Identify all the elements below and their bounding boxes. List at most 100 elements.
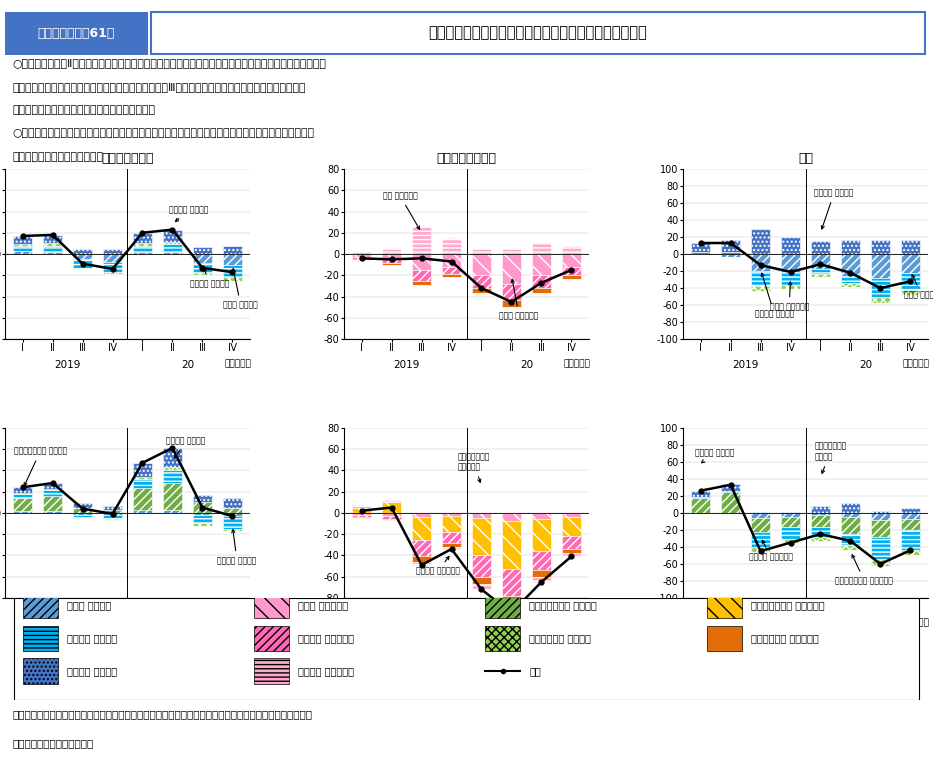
Bar: [562, 275, 581, 278]
Bar: [411, 557, 431, 561]
Bar: [472, 288, 491, 294]
Bar: [162, 242, 182, 245]
Bar: [103, 254, 122, 262]
Bar: [532, 254, 551, 275]
Bar: [192, 273, 212, 275]
Text: 未婚の子 正規雇用: 未婚の子 正規雇用: [190, 268, 230, 288]
Bar: [103, 515, 122, 519]
Bar: [13, 245, 33, 251]
Bar: [411, 517, 431, 541]
Bar: [223, 278, 242, 281]
Bar: [162, 509, 182, 513]
Text: 単身世帯 正規雇用: 単身世帯 正規雇用: [166, 436, 206, 459]
Bar: [841, 254, 860, 276]
Text: 未婚の子 正規雇用: 未婚の子 正規雇用: [695, 449, 734, 463]
Bar: [13, 487, 33, 492]
Bar: [900, 240, 920, 254]
Bar: [132, 232, 152, 243]
Bar: [691, 243, 710, 252]
Bar: [562, 245, 581, 254]
Bar: [73, 503, 92, 508]
Bar: [73, 268, 92, 269]
Text: 総数 非正規雇用: 総数 非正規雇用: [383, 191, 420, 229]
Text: 世帯主 正規雇用: 世帯主 正規雇用: [67, 601, 112, 611]
Bar: [411, 254, 431, 270]
Bar: [721, 513, 741, 514]
Bar: [132, 463, 152, 476]
Bar: [870, 254, 890, 278]
Text: 第１－（５）－61図: 第１－（５）－61図: [37, 27, 115, 40]
Bar: [870, 297, 890, 303]
Bar: [352, 254, 371, 257]
Bar: [472, 584, 491, 590]
Bar: [721, 252, 741, 254]
Text: 世帯主 非正規雇用: 世帯主 非正規雇用: [299, 601, 349, 611]
Bar: [721, 254, 741, 257]
Bar: [472, 513, 491, 518]
Text: 2019: 2019: [54, 360, 81, 370]
Text: 20: 20: [181, 618, 194, 628]
Bar: [13, 494, 33, 498]
Bar: [781, 517, 801, 527]
Bar: [870, 559, 890, 565]
Bar: [781, 513, 801, 517]
Text: 「未婚の子」、男性の「世帯主」で減少した。: 「未婚の子」、男性の「世帯主」で減少した。: [12, 105, 155, 115]
Bar: [13, 236, 33, 245]
Bar: [781, 270, 801, 285]
Bar: [706, 626, 742, 651]
Bar: [532, 513, 551, 519]
Bar: [73, 254, 92, 259]
Bar: [73, 508, 92, 513]
Bar: [382, 519, 401, 520]
Bar: [502, 596, 522, 605]
Bar: [103, 506, 122, 509]
Bar: [691, 491, 710, 497]
Text: 未婚の子 非正規雇用: 未婚の子 非正規雇用: [748, 540, 793, 561]
Text: 婚の子」等で減少している。: 婚の子」等で減少している。: [12, 152, 103, 162]
Bar: [43, 243, 63, 245]
Text: 帯主の配偶者」等を中心に増加を続けた一方で、第Ⅲ四半期（７－９月期）以降は男性及び女性の: 帯主の配偶者」等を中心に増加を続けた一方で、第Ⅲ四半期（７－９月期）以降は男性及…: [12, 81, 305, 91]
Text: 世帯主の配偶者
非正規雇用: 世帯主の配偶者 非正規雇用: [457, 452, 490, 482]
Bar: [43, 490, 63, 495]
Bar: [502, 249, 522, 254]
Bar: [132, 243, 152, 245]
Bar: [411, 228, 431, 254]
Bar: [841, 545, 860, 550]
Bar: [162, 252, 182, 254]
Text: 世帯主 正規雇用: 世帯主 正規雇用: [223, 268, 258, 310]
Bar: [132, 252, 152, 254]
Bar: [811, 515, 830, 527]
Bar: [192, 247, 212, 254]
Bar: [562, 513, 581, 517]
Bar: [162, 229, 182, 242]
Bar: [811, 269, 830, 275]
Bar: [900, 513, 920, 518]
Bar: [223, 245, 242, 254]
Bar: [5, 12, 147, 54]
Text: （注）　データは原数値。: （注） データは原数値。: [12, 739, 93, 749]
FancyBboxPatch shape: [150, 12, 925, 54]
Bar: [781, 237, 801, 254]
Bar: [472, 249, 491, 254]
Text: その他の家族 非正規雇用: その他の家族 非正規雇用: [751, 634, 819, 644]
Bar: [23, 593, 58, 618]
Bar: [751, 271, 771, 286]
Bar: [23, 658, 58, 684]
Text: 20: 20: [181, 360, 194, 370]
Bar: [352, 517, 371, 518]
Text: 20: 20: [859, 618, 872, 628]
Bar: [442, 238, 461, 254]
Bar: [751, 518, 771, 532]
Bar: [811, 275, 830, 277]
Text: 20: 20: [520, 360, 533, 370]
Text: 世帯主 非正規雇用: 世帯主 非正規雇用: [770, 282, 809, 311]
Bar: [43, 489, 63, 490]
Bar: [13, 511, 33, 513]
Bar: [442, 254, 461, 267]
Bar: [442, 267, 461, 275]
Bar: [411, 541, 431, 557]
Bar: [900, 550, 920, 555]
Bar: [103, 262, 122, 272]
Bar: [254, 626, 289, 651]
Bar: [691, 499, 710, 513]
